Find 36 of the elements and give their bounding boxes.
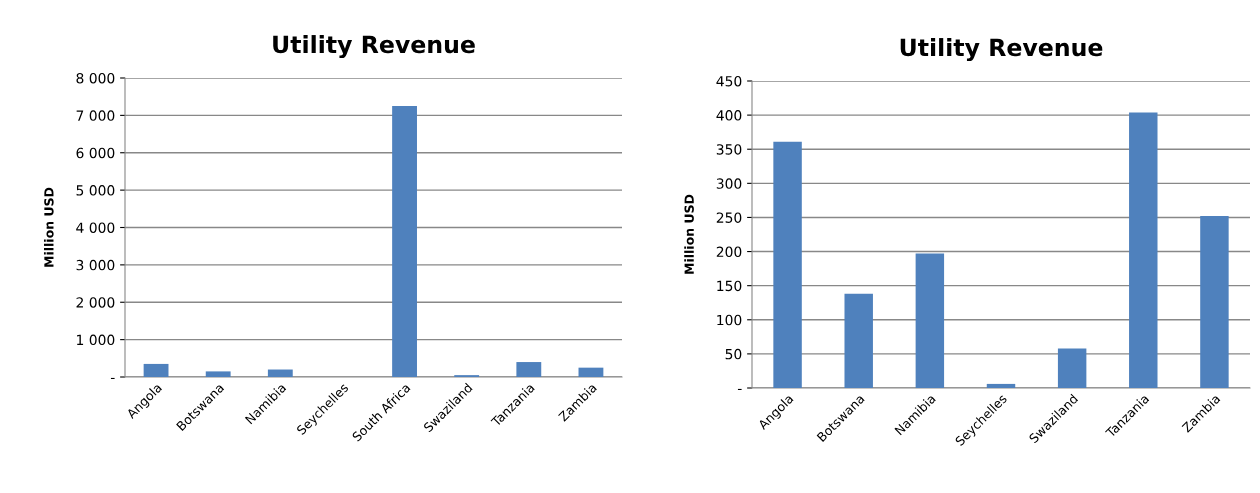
y-tick-label: 2 000 (76, 297, 115, 308)
bar (392, 106, 417, 377)
y-tick-label: 200 (716, 246, 742, 258)
bar (915, 253, 945, 388)
y-tick-label: 5 000 (76, 185, 115, 196)
chart-title: Utility Revenue (273, 35, 475, 59)
bar (267, 369, 293, 377)
bar (1200, 216, 1229, 388)
y-tick-label: 300 (716, 178, 742, 189)
y-tick-label: 400 (716, 110, 742, 121)
bar (578, 367, 604, 377)
bar (773, 141, 802, 388)
chart-title: Utility Revenue (900, 38, 1103, 62)
bar (516, 362, 542, 377)
bar (143, 363, 169, 377)
y-tick-label: 50 (725, 348, 742, 360)
y-tick-label: 8 000 (76, 72, 115, 84)
y-tick-label: 7 000 (76, 110, 115, 121)
y-tick-label: 6 000 (76, 147, 115, 159)
y-tick-label: 100 (717, 314, 742, 326)
y-axis-title: Million USD (43, 187, 54, 267)
bar (844, 293, 873, 388)
y-tick-label: 4 000 (76, 222, 115, 233)
bar (1129, 112, 1158, 388)
y-axis-title: Million USD (684, 194, 694, 274)
y-tick-label: - (737, 388, 742, 391)
y-tick-label: 250 (716, 212, 742, 223)
bar (1057, 348, 1087, 388)
y-tick-label: 3 000 (76, 259, 115, 271)
bar (986, 383, 1016, 388)
y-tick-label: - (110, 377, 115, 380)
y-tick-label: 450 (716, 75, 742, 87)
y-tick-label: 350 (716, 144, 742, 155)
y-tick-label: 150 (717, 280, 742, 292)
y-tick-label: 1 000 (77, 334, 115, 346)
bar (205, 371, 231, 377)
